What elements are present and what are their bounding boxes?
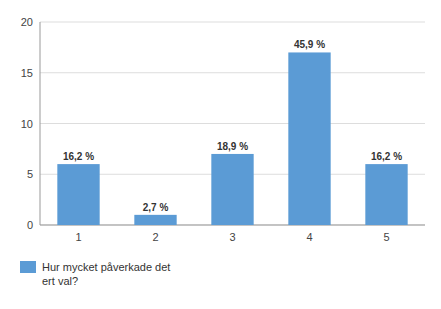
legend: Hur mycket påverkade detert val? [20,261,170,287]
bar [134,215,176,225]
y-tick-label: 5 [27,168,33,180]
bar [211,154,253,225]
bar [288,52,330,225]
grid-line [40,123,425,124]
y-axis-line [40,22,41,225]
y-tick-label: 15 [21,67,33,79]
grid-line [40,72,425,73]
x-tick-label: 3 [229,231,235,243]
y-tick-label: 20 [21,16,33,28]
data-label: 16,2 % [63,151,94,162]
bars [57,52,407,225]
y-tick-label: 0 [27,219,33,231]
chart-container: 0 5 10 15 20 16,2 % 2,7 % 18,9 % 45,9 % 16,2 % 1 2 3… [0,0,441,309]
bar [365,164,407,225]
x-tick-label: 1 [75,231,81,243]
legend-swatch [20,261,36,273]
x-tick-label: 2 [152,231,158,243]
legend-label: Hur mycket påverkade detert val? [42,261,170,287]
data-label: 45,9 % [294,39,325,50]
x-tick-label: 4 [306,231,312,243]
chart-svg: 0 5 10 15 20 16,2 % 2,7 % 18,9 % 45,9 % 16,2 % 1 2 3… [0,0,441,309]
x-tick-label: 5 [383,231,389,243]
data-label: 2,7 % [143,202,169,213]
bar [57,164,99,225]
data-label: 16,2 % [371,151,402,162]
grid [40,22,425,225]
grid-line [40,22,425,23]
data-label: 18,9 % [217,141,248,152]
y-tick-label: 10 [21,118,33,130]
